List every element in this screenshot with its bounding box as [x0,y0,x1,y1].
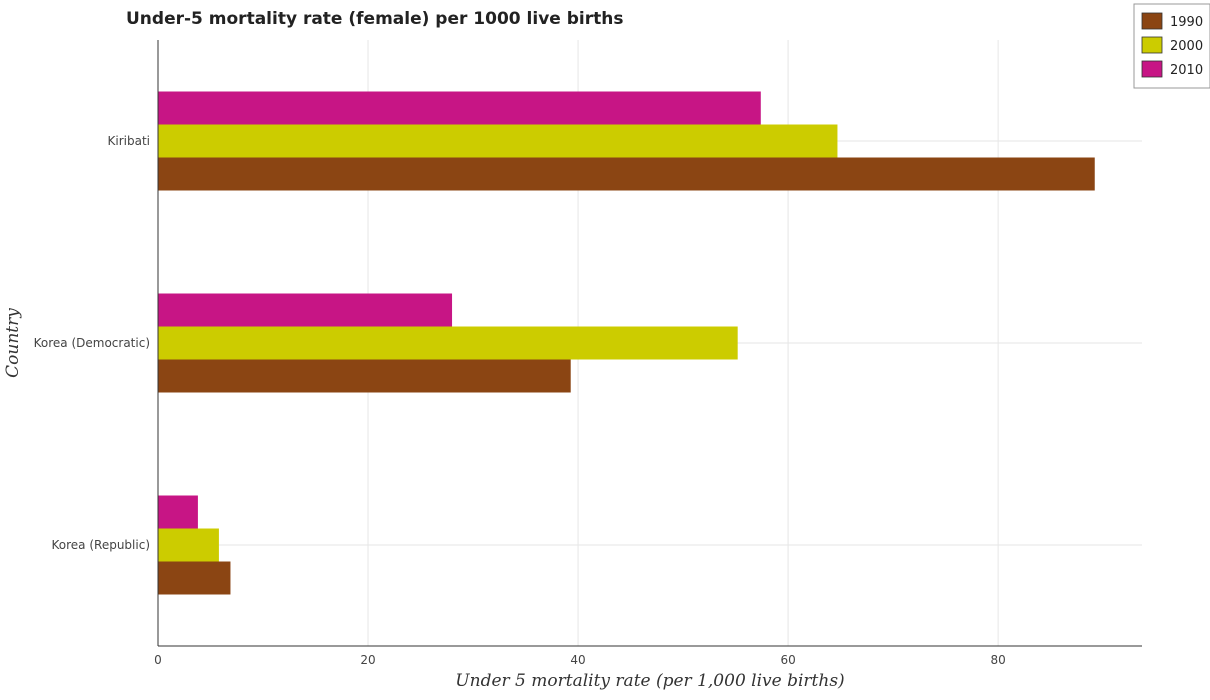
bar-2000-kiribati [158,124,838,158]
x-tick-label: 40 [570,653,585,667]
bar-1990-korea-democratic [158,359,571,393]
y-tick-label: Korea (Democratic) [34,336,150,350]
legend-swatch-2000 [1141,36,1163,54]
x-tick-label: 0 [154,653,162,667]
chart-title: Under-5 mortality rate (female) per 1000… [126,9,623,29]
legend: 1990 2000 2010 [1133,3,1210,89]
y-axis-label: Country [3,308,23,378]
bar-1990-korea-republic [158,561,231,595]
x-tick-label: 60 [780,653,795,667]
bar-2000-korea-republic [158,528,219,562]
x-tick-label: 20 [360,653,375,667]
bar-2010-korea-democratic [158,293,453,327]
legend-label-1990: 1990 [1170,15,1203,30]
x-tick-label: 80 [990,653,1005,667]
legend-label-2000: 2000 [1170,39,1203,54]
legend-swatch-2010 [1141,60,1163,78]
legend-label-2010: 2010 [1170,63,1203,78]
x-axis-label: Under 5 mortality rate (per 1,000 live b… [455,671,844,691]
legend-swatch-1990 [1141,12,1163,30]
bar-1990-kiribati [158,157,1095,191]
axes [157,40,1142,647]
y-tick-label: Korea (Republic) [52,538,150,552]
tick-labels: 0 20 40 60 80 Kiribati Korea (Democratic) Korea… [34,134,1006,667]
bar-2000-korea-democratic [158,326,738,360]
bars [158,91,1095,595]
bar-2010-kiribati [158,91,761,125]
y-tick-label: Kiribati [108,134,150,148]
bar-2010-korea-republic [158,495,198,529]
